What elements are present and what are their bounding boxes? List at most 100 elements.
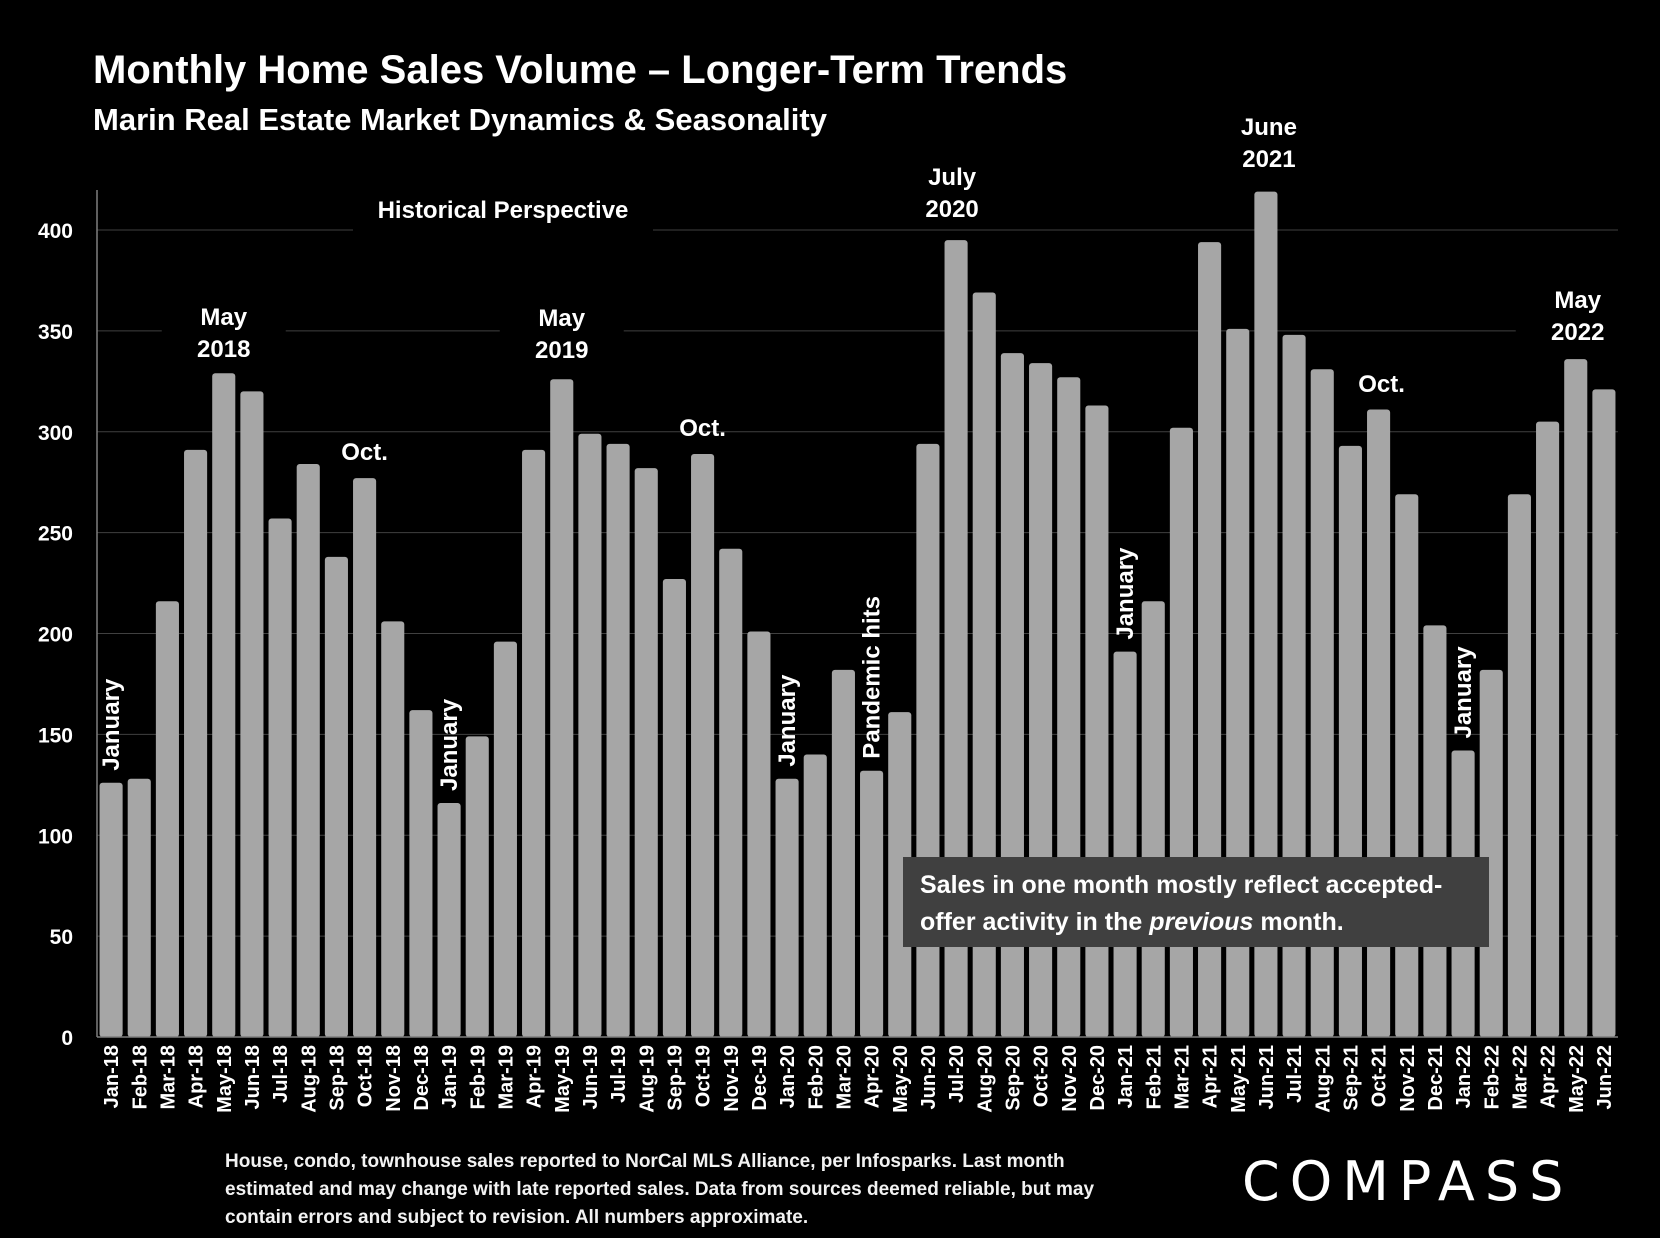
y-tick-label: 250: [38, 523, 73, 546]
bar: [1395, 494, 1419, 1038]
bar: [1536, 421, 1560, 1038]
x-tick-label: Oct-19: [693, 1045, 715, 1107]
x-tick-label: Dec-19: [749, 1045, 771, 1111]
bar: [155, 601, 179, 1037]
y-tick-label: 50: [50, 926, 73, 949]
annotation-bg: [353, 188, 653, 232]
x-tick-label: Aug-18: [298, 1045, 320, 1113]
x-tick-label: Dec-18: [411, 1045, 433, 1111]
bar: [212, 373, 236, 1037]
annotation-label: May: [538, 305, 585, 332]
note-box: Sales in one month mostly reflect accept…: [903, 857, 1489, 947]
x-tick-label: Jan-19: [439, 1045, 461, 1108]
x-tick-label: Jan-21: [1115, 1045, 1137, 1108]
y-tick-label: 0: [61, 1027, 73, 1050]
bar: [691, 453, 715, 1037]
bar: [719, 548, 743, 1037]
bar: [296, 464, 320, 1037]
x-tick-label: Sep-18: [326, 1045, 348, 1111]
annotation-label: Historical Perspective: [378, 197, 629, 224]
x-tick-label: Mar-22: [1509, 1045, 1531, 1109]
x-tick-label: Jan-20: [777, 1045, 799, 1108]
bar: [888, 712, 912, 1037]
bar: [1564, 359, 1588, 1037]
x-tick-label: Sep-20: [1002, 1045, 1024, 1111]
bar: [1338, 445, 1362, 1037]
x-tick-label: Jun-22: [1594, 1045, 1616, 1109]
x-tick-label: Feb-19: [467, 1045, 489, 1109]
x-tick-label: Feb-20: [805, 1045, 827, 1109]
annotation-label: May: [1554, 287, 1601, 314]
chart-title: Monthly Home Sales Volume – Longer-Term …: [93, 48, 1068, 92]
compass-logo: COMPASS: [1242, 1150, 1574, 1213]
y-tick-label: 200: [38, 624, 73, 647]
x-tick-label: Jun-20: [918, 1045, 940, 1109]
bar: [1254, 191, 1278, 1038]
chart-subtitle: Marin Real Estate Market Dynamics & Seas…: [93, 102, 827, 137]
footnote: House, condo, townhouse sales reported t…: [225, 1151, 1095, 1228]
annotation-label: 2020: [925, 196, 978, 223]
x-tick-label: Mar-20: [833, 1045, 855, 1109]
grid-lines: [97, 229, 1618, 1038]
x-tick-label: May-20: [890, 1045, 912, 1113]
bar: [493, 641, 517, 1037]
x-tick-label: Nov-21: [1397, 1045, 1419, 1112]
x-tick-label: Apr-22: [1538, 1045, 1560, 1108]
bar: [1141, 601, 1165, 1037]
x-tick-label: Jan-22: [1453, 1045, 1475, 1108]
x-tick-label: Sep-19: [664, 1045, 686, 1111]
x-tick-label: Oct-21: [1369, 1045, 1391, 1107]
x-tick-label: Mar-18: [157, 1045, 179, 1109]
bar: [972, 292, 996, 1038]
bar: [409, 710, 433, 1037]
x-tick-label: May-19: [552, 1045, 574, 1113]
x-tick-label: Feb-22: [1481, 1045, 1503, 1109]
x-tick-label: Oct-18: [355, 1045, 377, 1107]
annotation-bg: [890, 151, 1015, 223]
x-tick-label: Jul-18: [270, 1045, 292, 1103]
annotation-label: July: [928, 164, 977, 191]
bar: [747, 631, 771, 1037]
bar: [1507, 494, 1531, 1038]
bar: [240, 391, 264, 1037]
x-tick-label: Sep-21: [1340, 1045, 1362, 1111]
x-tick-label: Nov-20: [1059, 1045, 1081, 1112]
bar: [1423, 625, 1447, 1037]
x-tick-label: Oct-20: [1031, 1045, 1053, 1107]
bar: [578, 433, 602, 1038]
bar: [916, 443, 940, 1038]
y-tick-label: 350: [38, 321, 73, 344]
bar: [606, 443, 630, 1038]
annotation-label: June: [1241, 114, 1297, 141]
annotation-label: 2018: [197, 336, 250, 363]
x-tick-label: May-22: [1566, 1045, 1588, 1113]
bar: [944, 240, 968, 1037]
x-tick-label: Apr-18: [186, 1045, 208, 1108]
axes: [96, 190, 1618, 1038]
bar: [831, 669, 855, 1037]
x-tick-label: Apr-21: [1200, 1045, 1222, 1108]
note-text-end: month.: [1253, 908, 1344, 936]
bar: [1198, 242, 1222, 1038]
annotation-label: 2021: [1242, 146, 1295, 173]
bar: [1113, 651, 1137, 1037]
annotation-label: January: [774, 674, 801, 767]
annotation-label: May: [200, 304, 247, 331]
bar: [634, 468, 658, 1037]
x-tick-label: Feb-18: [129, 1045, 151, 1109]
bar: [127, 778, 151, 1037]
x-tick-label: Nov-19: [721, 1045, 743, 1112]
x-tick-label: Dec-21: [1425, 1045, 1447, 1111]
y-tick-label: 400: [38, 220, 73, 243]
bar: [662, 579, 686, 1037]
x-tick-label: Jun-21: [1256, 1045, 1278, 1109]
y-tick-label: 150: [38, 724, 73, 747]
annotation-label: January: [98, 678, 125, 771]
bar: [522, 449, 546, 1038]
x-tick-label: Dec-20: [1087, 1045, 1109, 1111]
x-tick-labels: Jan-18 Feb-18 Mar-18 Apr-18 May-18 Jun-18 Jul-…: [101, 1045, 1616, 1113]
x-tick-label: Aug-19: [636, 1045, 658, 1113]
bar: [324, 556, 348, 1037]
x-tick-label: Jun-18: [242, 1045, 264, 1109]
bar: [775, 778, 799, 1037]
